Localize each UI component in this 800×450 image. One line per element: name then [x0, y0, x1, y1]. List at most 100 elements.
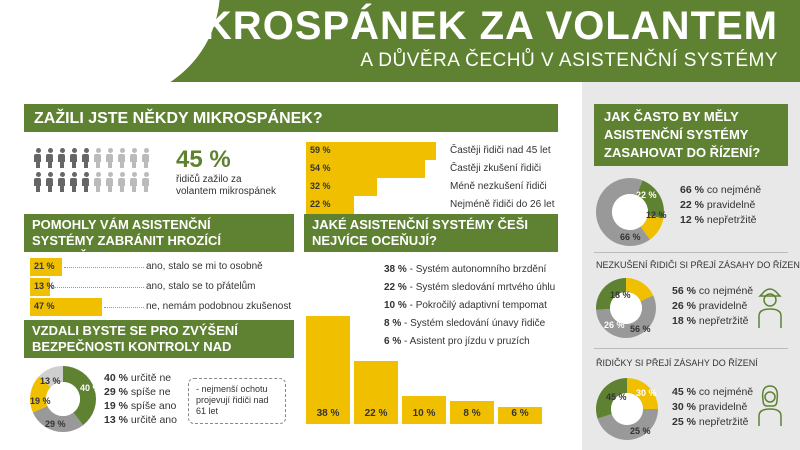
novice-divider: [594, 252, 788, 253]
control-note-3: 61 let: [196, 406, 219, 416]
person-body: [106, 178, 113, 186]
control-note-1: - nejmenší ochotu: [196, 384, 268, 394]
person-icon: [130, 148, 137, 168]
control-legend-item: 13 % určitě ano: [104, 414, 177, 426]
microsleep-bar: [306, 142, 436, 160]
person-body: [118, 154, 125, 162]
novice-slice: [596, 295, 656, 338]
person-icon: [82, 148, 89, 168]
header-decoration: [0, 0, 220, 82]
valued-bar-label: 8 %: [463, 408, 481, 419]
intervene-title-line-3: ZASAHOVAT DO ŘÍZENÍ?: [604, 145, 761, 160]
helped-dotted-line: [64, 267, 144, 268]
intervene-donut-chart: [596, 178, 664, 246]
novice-legend-item: 26 % pravidelně: [672, 300, 747, 312]
person-head: [35, 172, 41, 177]
valued-item-pct: 38 %: [384, 264, 407, 275]
valued-item-label: Pokročilý adaptivní tempomat: [415, 300, 547, 311]
microsleep-bar-value: 32 %: [310, 181, 331, 191]
person-head: [131, 172, 137, 177]
valued-item-pct: 10 %: [384, 300, 407, 311]
helped-bar-label: ano, stalo se to přátelům: [146, 281, 256, 292]
novice-legend-item: 18 % nepřetržitě: [672, 315, 748, 327]
person-head: [131, 148, 137, 153]
person-legs: [59, 186, 64, 192]
person-legs: [119, 186, 124, 192]
person-head: [47, 172, 53, 177]
person-body: [130, 178, 137, 186]
women-legend-pct: 45 %: [672, 386, 696, 398]
person-legs: [143, 186, 148, 192]
person-body: [82, 178, 89, 186]
helped-bar-label: ano, stalo se mi to osobně: [146, 261, 263, 272]
women-slice: [597, 409, 658, 440]
control-legend-item: 19 % spíše ano: [104, 400, 176, 412]
person-head: [143, 148, 149, 153]
women-legend-item: 30 % pravidelně: [672, 401, 747, 413]
person-head: [59, 148, 65, 153]
valued-item-label: Systém autonomního brzdění: [415, 264, 547, 275]
header: MIKROSPÁNEK ZA VOLANTEM A DŮVĚRA ČECHŮ V…: [0, 0, 800, 82]
women-legend-item: 45 % co nejméně: [672, 386, 753, 398]
person-body: [70, 178, 77, 186]
intervene-legend-pct: 12 %: [680, 214, 704, 226]
control-slice: [30, 376, 51, 413]
person-icon: [94, 148, 101, 168]
person-icon: [46, 172, 53, 192]
helped-bar: [30, 258, 63, 276]
person-icon: [106, 172, 113, 192]
helped-bar-row: 21 %: [30, 258, 102, 276]
person-legs: [131, 162, 136, 168]
person-body: [94, 178, 101, 186]
person-head: [83, 172, 89, 177]
person-legs: [131, 186, 136, 192]
women-slice-label: 30 %: [636, 388, 657, 398]
valued-item-pct: 6 %: [384, 336, 402, 347]
women-legend-label: nepřetržitě: [698, 416, 749, 428]
valued-item-label: Asistent pro jízdu v pruzích: [409, 336, 530, 347]
intervene-title-line-1: JAK ČASTO BY MĚLY: [604, 109, 739, 124]
valued-item: 22 % - Systém sledování mrtvého úhlu: [384, 282, 556, 293]
control-slice-label: 40 %: [80, 383, 101, 393]
control-slice-label: 29 %: [45, 419, 66, 429]
person-body: [46, 178, 53, 186]
person-icon: [46, 148, 53, 168]
valued-item: 10 % - Pokročilý adaptivní tempomat: [384, 300, 547, 311]
control-hole: [46, 382, 80, 416]
control-title-line-1: VZDALI BYSTE SE PRO ZVÝŠENÍ: [32, 323, 238, 338]
microsleep-title-text: ZAŽILI JSTE NĚKDY MIKROSPÁNEK?: [34, 110, 323, 127]
women-legend-label: co nejméně: [698, 386, 754, 398]
person-icon: [58, 148, 65, 168]
person-body: [82, 154, 89, 162]
person-icon: [142, 148, 149, 168]
person-legs: [143, 162, 148, 168]
person-icon: [94, 172, 101, 192]
novice-slice-label: 18 %: [610, 290, 631, 300]
control-legend-label: spíše ne: [130, 386, 171, 398]
person-legs: [59, 162, 64, 168]
intervene-legend-label: co nejméně: [706, 184, 762, 196]
person-head: [107, 148, 113, 153]
control-legend-label: určitě ne: [130, 372, 172, 384]
person-head: [35, 148, 41, 153]
valued-bar-label: 22 %: [364, 408, 388, 419]
control-legend-pct: 19 %: [104, 400, 128, 412]
intervene-hole: [612, 194, 648, 230]
control-note-2: projevují řidiči nad: [196, 395, 269, 405]
person-icon: [142, 172, 149, 192]
intervene-slice: [636, 180, 664, 219]
person-body: [46, 154, 53, 162]
novice-slice: [596, 278, 627, 310]
valued-item-label: Systém sledování mrtvého úhlu: [415, 282, 556, 293]
control-legend-label: určitě ano: [130, 414, 177, 426]
intervene-title: JAK ČASTO BY MĚLY ASISTENČNÍ SYSTÉMY ZAS…: [594, 104, 788, 166]
microsleep-bar-row: 54 %: [306, 160, 436, 178]
person-legs: [83, 162, 88, 168]
intervene-legend-item: 66 % co nejméně: [680, 184, 761, 196]
valued-title: JAKÉ ASISTENČNÍ SYSTÉMY ČEŠI NEJVÍCE OCE…: [304, 214, 558, 252]
person-body: [118, 178, 125, 186]
helped-bar-value: 21 %: [34, 261, 55, 271]
person-body: [34, 178, 41, 186]
women-slice: [627, 378, 658, 409]
control-legend-item: 29 % spíše ne: [104, 386, 171, 398]
